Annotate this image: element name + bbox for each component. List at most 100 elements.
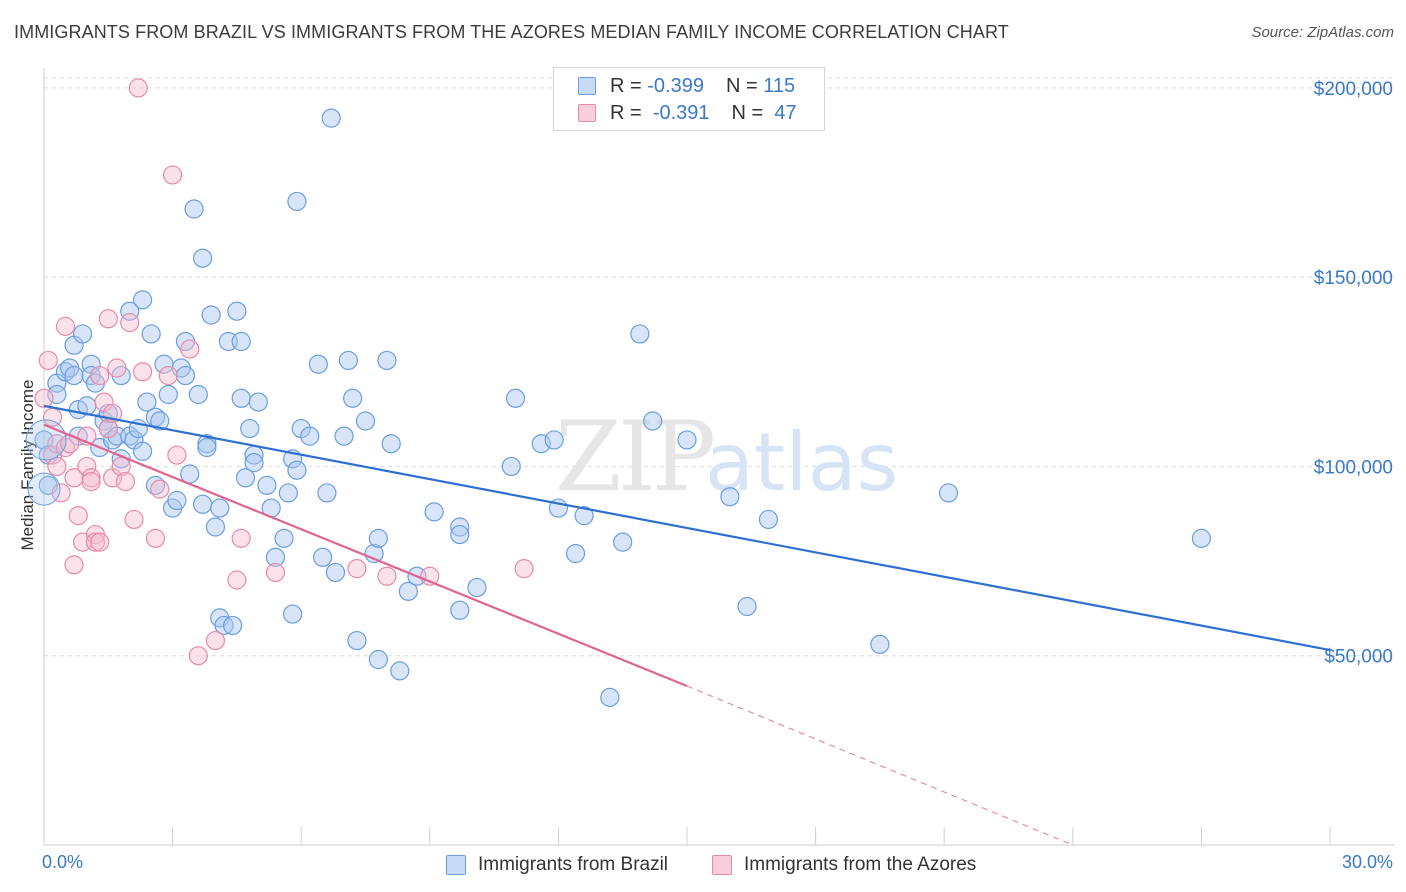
- x-tick-max: 30.0%: [1341, 852, 1393, 872]
- point-azores: [124, 509, 144, 530]
- point-brazil: [231, 388, 251, 408]
- point-azores: [377, 566, 397, 586]
- n-label: N =: [725, 74, 758, 97]
- point-azores: [188, 646, 208, 666]
- point-azores: [47, 456, 67, 477]
- point-brazil: [505, 388, 526, 408]
- point-brazil: [574, 506, 594, 526]
- point-brazil: [227, 301, 247, 321]
- point-brazil: [64, 365, 84, 386]
- n-value: 47: [774, 101, 797, 124]
- point-brazil: [643, 411, 663, 431]
- point-brazil: [424, 502, 444, 522]
- point-azores: [150, 479, 170, 499]
- y-tick-label: $50,000: [1324, 647, 1393, 668]
- legend-item-azores: Immigrants from the Azores: [712, 852, 976, 878]
- point-azores: [227, 570, 247, 590]
- point-brazil: [300, 426, 320, 446]
- point-brazil: [467, 577, 487, 598]
- point-brazil: [870, 634, 890, 654]
- point-brazil: [544, 430, 564, 450]
- point-brazil: [72, 324, 93, 344]
- point-brazil: [720, 487, 740, 507]
- stats-row-azores: R = -0.391 N = 47: [578, 100, 797, 126]
- point-brazil: [938, 483, 959, 503]
- y-tick-label: $100,000: [1314, 457, 1393, 478]
- point-azores: [38, 350, 58, 371]
- point-brazil: [677, 430, 697, 450]
- azores-legend-swatch: [712, 855, 732, 875]
- point-brazil: [188, 384, 208, 405]
- point-azores: [514, 559, 534, 579]
- point-brazil: [210, 498, 230, 518]
- point-brazil: [223, 615, 243, 636]
- point-brazil: [175, 365, 196, 386]
- point-brazil: [47, 384, 67, 405]
- source-note: Source: ZipAtlas.com: [1251, 24, 1394, 41]
- point-brazil: [334, 426, 354, 446]
- y-tick-label: $200,000: [1314, 79, 1393, 100]
- chart-title: IMMIGRANTS FROM BRAZIL VS IMMIGRANTS FRO…: [14, 22, 1009, 42]
- point-brazil: [132, 290, 153, 310]
- point-brazil: [248, 392, 268, 412]
- n-label: N =: [731, 101, 764, 124]
- point-brazil: [184, 199, 204, 219]
- point-brazil: [197, 437, 217, 458]
- point-brazil: [758, 509, 779, 530]
- point-brazil: [737, 596, 757, 617]
- point-azores: [265, 562, 286, 583]
- point-brazil: [141, 324, 161, 344]
- axes: [43, 68, 1395, 846]
- watermark-atlas: atlas: [705, 416, 898, 509]
- point-azores: [120, 312, 140, 333]
- trend-line-azores: [43, 423, 688, 688]
- point-brazil: [201, 305, 221, 325]
- point-azores: [64, 555, 84, 575]
- point-azores: [111, 456, 131, 477]
- point-brazil: [167, 490, 187, 511]
- point-azores: [115, 471, 136, 492]
- point-azores: [231, 528, 251, 548]
- point-azores: [145, 528, 166, 548]
- point-brazil: [368, 528, 388, 548]
- point-brazil: [450, 524, 470, 545]
- point-brazil: [27, 472, 61, 506]
- point-azores: [51, 483, 71, 503]
- point-brazil: [313, 547, 333, 567]
- point-brazil: [390, 661, 410, 681]
- point-azores: [132, 362, 153, 382]
- brazil-swatch: [578, 77, 596, 95]
- trend-extension-azores: [686, 685, 1074, 846]
- point-azores: [77, 456, 97, 477]
- r-value: -0.391: [652, 101, 710, 124]
- point-brazil: [1191, 528, 1212, 548]
- point-brazil: [450, 517, 470, 537]
- point-brazil: [283, 604, 303, 624]
- point-azores: [81, 471, 101, 492]
- point-azores: [90, 532, 110, 552]
- point-brazil: [450, 600, 470, 620]
- point-brazil: [137, 392, 157, 412]
- point-azores: [68, 506, 88, 526]
- gridlines: [44, 77, 1395, 657]
- data-points: [25, 78, 1212, 707]
- point-brazil: [321, 108, 341, 128]
- point-brazil: [132, 441, 153, 461]
- point-brazil: [34, 430, 54, 450]
- legend-item-brazil: Immigrants from Brazil: [446, 852, 668, 878]
- point-azores: [128, 78, 148, 98]
- legend-label-azores: Immigrants from the Azores: [744, 854, 977, 875]
- legend-label-brazil: Immigrants from Brazil: [478, 854, 669, 875]
- point-azores: [347, 559, 367, 579]
- point-brazil: [308, 354, 328, 374]
- point-brazil: [317, 483, 337, 503]
- point-brazil: [158, 384, 178, 405]
- point-brazil: [257, 475, 277, 495]
- azores-swatch: [578, 104, 596, 122]
- point-azores: [107, 358, 127, 378]
- point-brazil: [501, 456, 521, 477]
- point-brazil: [193, 494, 213, 514]
- point-azores: [205, 630, 226, 651]
- point-brazil: [368, 649, 388, 670]
